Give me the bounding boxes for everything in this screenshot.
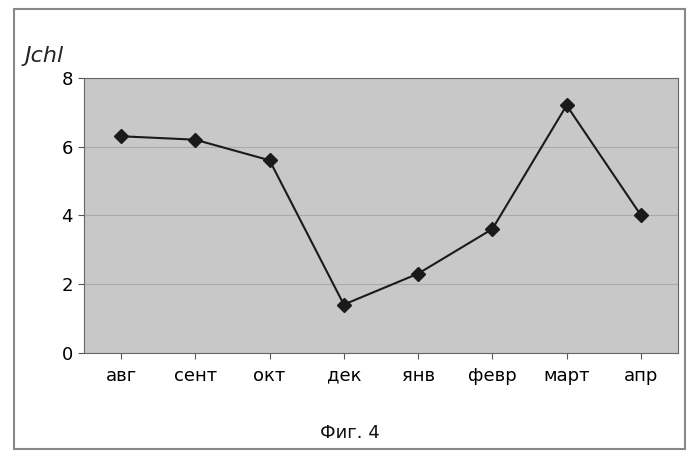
Text: Jchl: Jchl [24,46,64,66]
Text: Фиг. 4: Фиг. 4 [319,424,380,442]
